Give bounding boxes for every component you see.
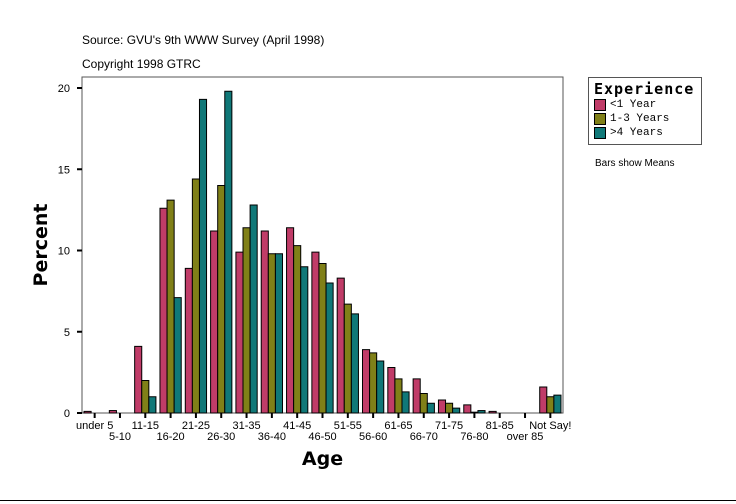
bar xyxy=(325,282,334,414)
bar xyxy=(224,90,233,414)
legend-label: 1-3 Years xyxy=(610,113,670,125)
bar xyxy=(159,207,168,414)
bar xyxy=(217,185,226,414)
bar xyxy=(293,245,302,414)
copyright-text: Copyright 1998 GTRC xyxy=(82,57,201,71)
x-tick-label: 41-45 xyxy=(283,420,311,432)
x-tick-label: over 85 xyxy=(507,431,544,443)
bar xyxy=(546,396,555,414)
means-note: Bars show Means xyxy=(595,158,675,169)
x-tick-label: 5-10 xyxy=(109,431,131,443)
x-tick-label: 66-70 xyxy=(410,431,438,443)
bar xyxy=(83,410,92,414)
x-tick-label: 26-30 xyxy=(207,431,235,443)
bar xyxy=(300,266,309,414)
bar xyxy=(134,345,143,414)
y-axis-label: Percent xyxy=(30,204,52,287)
bar xyxy=(401,391,410,414)
bar xyxy=(343,303,352,414)
legend-swatch xyxy=(594,99,606,111)
bar xyxy=(311,251,320,414)
bar xyxy=(286,227,295,414)
bar xyxy=(452,407,461,414)
bar xyxy=(553,394,562,414)
bar xyxy=(488,410,497,414)
x-tick-label: under 5 xyxy=(76,420,113,432)
x-tick-label: 46-50 xyxy=(308,431,336,443)
y-tick-label: 0 xyxy=(64,408,70,420)
x-tick-label: 71-75 xyxy=(435,420,463,432)
bar xyxy=(361,349,371,414)
legend-swatch xyxy=(594,113,606,125)
bar xyxy=(141,380,150,414)
x-axis-label: Age xyxy=(302,448,343,470)
x-tick-label: 76-80 xyxy=(460,431,488,443)
x-tick-label: 36-40 xyxy=(258,431,286,443)
y-tick-label: 20 xyxy=(58,83,70,95)
bar xyxy=(210,230,219,414)
bar xyxy=(249,204,258,414)
legend-item: 1-3 Years xyxy=(594,112,701,126)
bar xyxy=(394,378,403,414)
y-tick-label: 10 xyxy=(58,246,70,258)
bar xyxy=(267,253,276,414)
bar xyxy=(539,386,548,414)
bar xyxy=(242,227,251,414)
legend-swatch xyxy=(594,127,606,139)
x-tick-label: Not Say! xyxy=(529,420,571,432)
bar xyxy=(235,251,244,414)
legend-item: <1 Year xyxy=(594,98,701,112)
bar xyxy=(419,393,428,414)
x-tick-label: 51-55 xyxy=(334,420,362,432)
bar xyxy=(166,199,175,414)
bar xyxy=(376,360,385,414)
y-tick-label: 15 xyxy=(58,164,70,176)
bar xyxy=(470,411,479,414)
bar xyxy=(463,404,472,414)
bar xyxy=(445,402,454,414)
bar xyxy=(350,313,359,414)
bar xyxy=(198,98,208,414)
bar xyxy=(387,367,396,414)
x-tick-label: 31-35 xyxy=(232,420,260,432)
bar xyxy=(148,396,157,414)
legend-title: Experience xyxy=(594,80,695,98)
legend: Experience <1 Year 1-3 Years >4 Years xyxy=(588,77,702,145)
bar xyxy=(477,410,486,414)
x-tick-label: 16-20 xyxy=(157,431,185,443)
bar xyxy=(260,230,269,414)
x-tick-label: 56-60 xyxy=(359,431,387,443)
bar xyxy=(108,410,117,414)
bar xyxy=(369,352,378,414)
bar xyxy=(437,399,447,414)
legend-label: <1 Year xyxy=(610,99,657,111)
divider xyxy=(0,500,736,501)
bar xyxy=(336,277,345,414)
y-tick-label: 5 xyxy=(64,327,70,339)
legend-label: >4 Years xyxy=(610,127,663,139)
bar xyxy=(412,378,421,414)
bar xyxy=(426,402,435,414)
bar xyxy=(274,253,284,414)
x-tick-label: 81-85 xyxy=(486,420,514,432)
legend-item: >4 Years xyxy=(594,126,701,140)
bar xyxy=(191,178,200,414)
bar xyxy=(318,263,327,414)
source-text: Source: GVU's 9th WWW Survey (April 1998… xyxy=(82,33,325,47)
bar xyxy=(173,297,182,414)
x-tick-label: 21-25 xyxy=(182,420,210,432)
x-tick-label: 11-15 xyxy=(132,420,159,432)
x-tick-label: 61-65 xyxy=(384,420,412,432)
bar xyxy=(184,267,193,414)
